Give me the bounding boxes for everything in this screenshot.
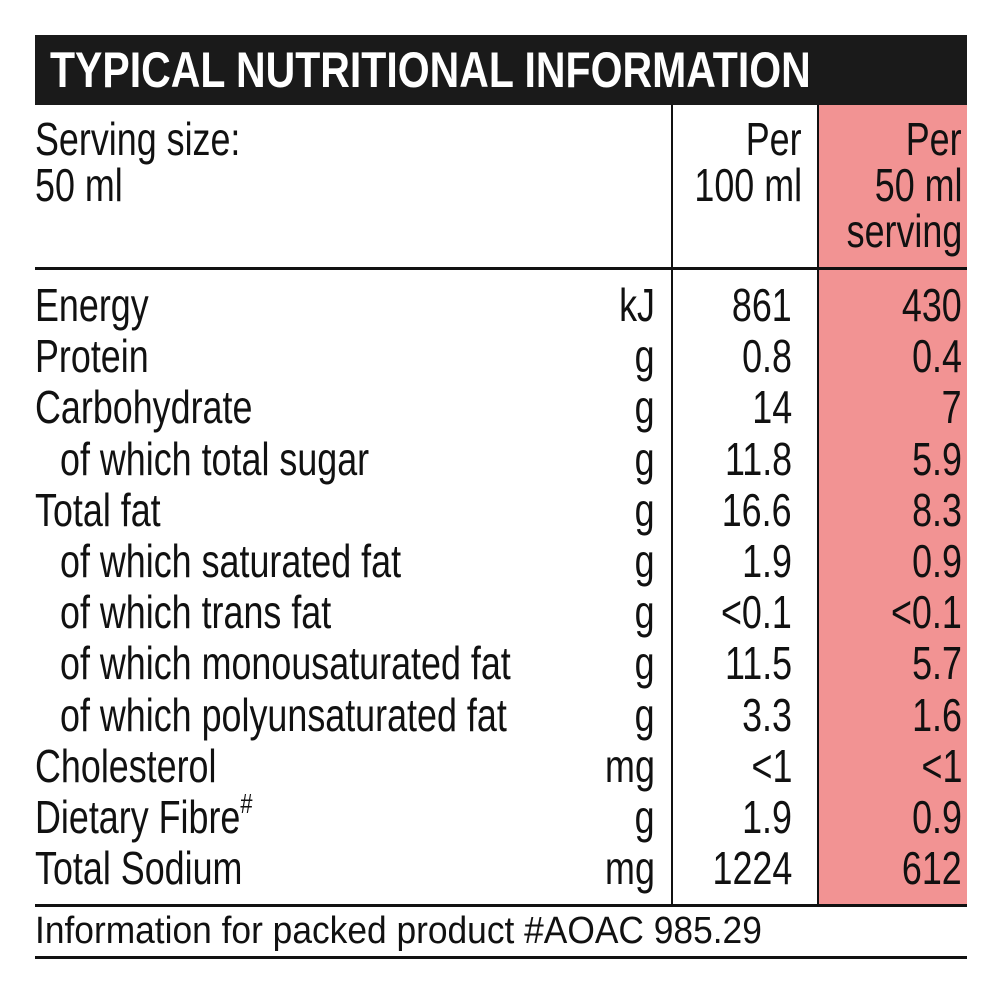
nutrient-name: Protein [35,330,149,383]
per-serving-column-highlight [818,105,967,905]
nutrient-name: of which trans fat [60,586,332,639]
nutrient-name: Total fat [35,483,161,536]
value-per-100ml: <1 [751,739,792,792]
nutrient-unit: g [635,535,655,587]
nutrient-unit: g [635,637,655,690]
title-bar: TYPICAL NUTRITIONAL INFORMATION [35,35,967,105]
nutrient-row: Energy kJ 861 430 [0,280,1000,331]
nutrient-label: Protein [35,331,149,382]
nutrient-label: Total fat [35,483,161,536]
value-per-serving: 0.9 [912,791,962,843]
nutrient-row: Cholesterol mg <1 <1 [0,739,1000,792]
nutrient-label: Cholesterol [35,739,217,792]
serving-size-value: 50 ml [35,159,123,211]
nutrient-name: Carbohydrate [35,381,253,434]
col-per100-header: Per [746,113,802,165]
value-per-serving: <0.1 [891,586,962,639]
nutrient-label: Total Sodium [35,843,242,894]
nutrient-row: Total fat g 16.6 8.3 [0,483,1000,536]
nutrient-name: of which saturated fat [60,535,402,587]
nutrient-unit: kJ [619,279,655,331]
nutrient-name: of which monousaturated fat [60,637,511,690]
nutrient-row: Carbohydrate g 14 7 [0,382,1000,433]
value-per-serving: 8.3 [912,483,962,536]
nutrient-unit: g [635,688,655,741]
value-per-100ml: 861 [732,279,792,331]
value-per-serving: 430 [902,279,962,331]
nutrient-label: of which monousaturated fat [60,638,511,689]
nutrient-name: Dietary Fibre [35,791,241,843]
nutrient-label: of which polyunsaturated fat [60,688,507,741]
nutrient-unit: g [635,381,655,434]
col-perserving-header: Per [906,113,962,165]
value-per-serving: 7 [942,381,962,434]
nutrient-label: of which trans fat [60,587,331,638]
footnote-marker: # [240,788,253,819]
col-per100-header: 100 ml [694,159,802,211]
nutrient-row: of which polyunsaturated fat g 3.3 1.6 [0,688,1000,741]
nutrient-label: Carbohydrate [35,382,252,433]
value-per-100ml: <0.1 [721,586,792,639]
nutrient-name: of which total sugar [60,432,370,485]
nutrient-row: Total Sodium mg 1224 612 [0,843,1000,894]
value-per-serving: 612 [902,842,962,895]
header-divider [35,267,967,270]
value-per-serving: 5.7 [912,637,962,690]
column-divider [817,105,819,905]
nutrient-row: of which trans fat g <0.1 <0.1 [0,587,1000,638]
nutrient-unit: g [635,432,655,485]
nutrient-name: Energy [35,279,149,331]
value-per-serving: 0.4 [912,330,962,383]
nutrient-label: Energy [35,280,149,331]
nutrient-row: of which monousaturated fat g 11.5 5.7 [0,638,1000,689]
nutrient-row: of which saturated fat g 1.9 0.9 [0,536,1000,587]
value-per-serving: 1.6 [912,688,962,741]
nutrient-row: of which total sugar g 11.8 5.9 [0,432,1000,485]
nutrient-label: of which saturated fat [60,536,401,587]
nutrient-unit: g [635,586,655,639]
label-title: TYPICAL NUTRITIONAL INFORMATION [50,42,811,98]
serving-size-label: Serving size: [35,113,241,165]
value-per-100ml: 14 [752,381,792,434]
col-perserving-header: serving [846,205,962,257]
nutrient-unit: g [635,330,655,383]
nutrient-unit: mg [605,739,655,792]
nutrient-name: Total Sodium [35,842,243,895]
column-divider [671,105,673,905]
nutrient-label: of which total sugar [60,432,370,485]
value-per-serving: 0.9 [912,535,962,587]
value-per-100ml: 11.5 [724,637,792,690]
footer-bottom-divider [35,956,967,959]
value-per-100ml: 1224 [712,842,792,895]
table-bottom-divider [35,904,967,907]
nutrient-row: Protein g 0.8 0.4 [0,331,1000,382]
value-per-100ml: 1.9 [742,535,792,587]
value-per-serving: <1 [921,739,962,792]
nutrient-label: Dietary Fibre# [35,790,253,843]
nutrient-unit: g [635,791,655,843]
nutrient-unit: mg [605,842,655,895]
nutrient-name: Cholesterol [35,739,217,792]
value-per-100ml: 16.6 [722,483,792,536]
nutrient-row: Dietary Fibre# g 1.9 0.9 [0,790,1000,843]
footer-note: Information for packed product #AOAC 985… [35,910,762,952]
col-perserving-header: 50 ml [874,159,962,211]
nutrient-unit: g [635,483,655,536]
value-per-100ml: 1.9 [742,791,792,843]
value-per-100ml: 0.8 [742,330,792,383]
value-per-serving: 5.9 [912,432,962,485]
value-per-100ml: 3.3 [742,688,792,741]
value-per-100ml: 11.8 [724,432,792,485]
nutrient-name: of which polyunsaturated fat [60,688,507,741]
